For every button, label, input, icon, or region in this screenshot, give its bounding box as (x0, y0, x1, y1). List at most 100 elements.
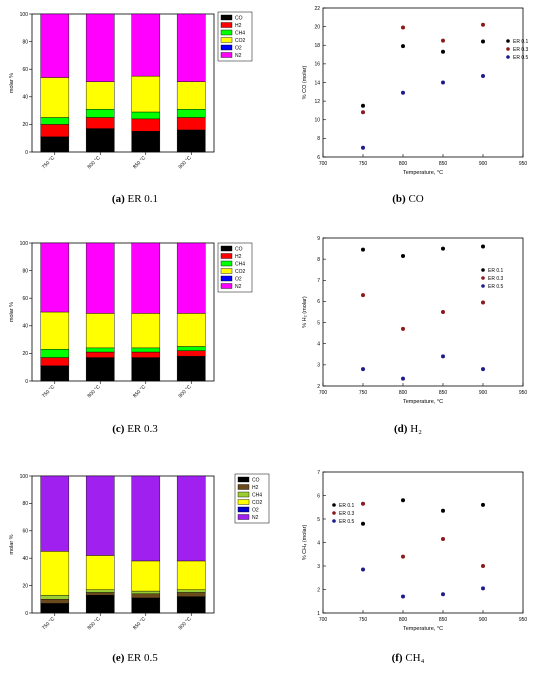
bar-segment-co2-2 (85, 555, 115, 590)
y-tick-label: 8 (317, 136, 320, 142)
bar-segment-n2-2 (85, 475, 115, 556)
x-tick-label: 850 °C (132, 616, 147, 631)
legend-label-n2: N2 (252, 515, 259, 521)
y-tick-label: 40 (22, 95, 28, 101)
y-tick-label: 60 (22, 296, 28, 302)
bar-segment-h2-4 (176, 117, 206, 131)
x-tick-label: 850 °C (132, 155, 147, 170)
legend-label-er-0-5: ER 0.5 (488, 284, 504, 290)
panel-caption-e: (e) ER 0.5 (112, 652, 158, 664)
plot-frame (31, 242, 215, 382)
bar-segment-ch4-1 (40, 594, 70, 600)
bar-segment-n2-3 (131, 475, 161, 562)
legend-label-er-0-1: ER 0.1 (513, 39, 529, 45)
scatter-chart-d: 2 3 4 5 6 7 8 9 700 750 800 850 900 950 Temperature, °… (302, 236, 527, 405)
y-tick-label: 4 (317, 342, 320, 348)
panel-caption-a: (a) ER 0.1 (112, 193, 158, 205)
legend-swatch-h2 (220, 253, 233, 259)
legend: ER 0.1 ER 0.3 ER 0.5 (481, 268, 504, 290)
bar-segment-n2-3 (131, 242, 161, 314)
legend-swatch-co2 (237, 499, 250, 505)
y-tick-label: 18 (314, 43, 320, 49)
bar-segment-co-4 (176, 596, 206, 614)
plot-frame (322, 471, 524, 614)
bar-segment-co2-4 (176, 81, 206, 110)
bar-segment-co2-3 (131, 313, 161, 349)
data-point-er-0-3-3 (441, 38, 445, 43)
stacked-bar-chart-c: 0 20 40 60 80 100 molar % 750 °C 800 °C 850 °C 900… (9, 241, 253, 399)
scatter-chart-f: 1 2 3 4 5 6 7 700 750 800 850 900 950 Temperature, °C… (302, 470, 527, 632)
plot-frame (322, 7, 524, 158)
data-point-er-0-1-4 (481, 502, 485, 507)
bar-segment-co-2 (85, 594, 115, 614)
data-point-er-0-5-2 (401, 594, 405, 599)
bar-segment-n2-2 (85, 242, 115, 314)
legend-label-n2: N2 (235, 53, 242, 59)
caption-letter: (e) (112, 652, 125, 664)
bar-segment-co2-2 (85, 81, 115, 110)
y-tick-label: 60 (22, 67, 28, 73)
panel-caption-c: (c) ER 0.3 (112, 423, 158, 435)
y-tick-label: 0 (25, 611, 28, 617)
bar-segment-co2-3 (131, 560, 161, 592)
panel-caption-d: (d) H₂ (394, 423, 422, 435)
bar-segment-co2-1 (40, 77, 70, 118)
x-tick-label: 700 (319, 617, 328, 623)
y-tick-label: 6 (317, 299, 320, 305)
legend-label-h2: H2 (235, 23, 242, 29)
legend-marker-er-0-5 (506, 55, 510, 59)
legend-swatch-o2 (220, 275, 233, 282)
bar-segment-co2-1 (40, 551, 70, 596)
legend-marker-er-0-3 (332, 511, 336, 515)
stacked-bar-chart-a: 0 20 40 60 80 100 molar % 750 °C 800 °C 850 °C 900… (9, 11, 253, 170)
data-point-er-0-3-2 (401, 25, 405, 30)
data-point-er-0-1-4 (481, 39, 485, 44)
bar-segment-h2-4 (176, 592, 206, 597)
legend-label-o2: O2 (235, 276, 242, 282)
bar-segment-co-2 (85, 357, 115, 382)
x-tick-label: 750 °C (41, 616, 56, 631)
bar-segment-ch4-2 (85, 589, 115, 593)
y-tick-label: 7 (317, 278, 320, 284)
plot-frame (31, 475, 215, 614)
legend-swatch-n2 (237, 514, 250, 520)
bar-segment-co-2 (85, 128, 115, 153)
y-tick-label: 5 (317, 320, 320, 326)
x-axis-label: Temperature, °C (403, 399, 443, 405)
x-axis-label: Temperature, °C (403, 170, 443, 176)
bar-segment-co2-3 (131, 75, 161, 113)
x-tick-label: 950 (519, 161, 528, 167)
legend-swatch-ch4 (220, 29, 233, 36)
bar-segment-ch4-1 (40, 117, 70, 125)
x-tick-label: 900 (479, 617, 488, 623)
data-point-er-0-1-2 (401, 253, 405, 258)
data-point-er-0-5-3 (441, 354, 445, 359)
legend-swatch-ch4 (220, 260, 233, 267)
legend-marker-er-0-1 (332, 503, 336, 507)
data-point-er-0-5-3 (441, 592, 445, 597)
x-tick-label: 850 °C (132, 384, 147, 399)
y-tick-label: 100 (20, 241, 29, 247)
x-tick-label: 800 °C (87, 155, 102, 170)
legend-label-er-0-3: ER 0.3 (339, 511, 355, 517)
caption-letter: (a) (112, 193, 125, 205)
data-point-er-0-5-1 (361, 145, 365, 150)
y-tick-label: 40 (22, 324, 28, 330)
y-tick-label: 12 (314, 99, 320, 105)
data-point-er-0-1-1 (361, 521, 365, 526)
bar-segment-h2-4 (176, 350, 206, 357)
bar-segment-ch4-1 (40, 349, 70, 358)
legend-marker-er-0-5 (481, 284, 485, 288)
legend-label-er-0-3: ER 0.3 (513, 47, 529, 53)
bar-segment-n2-4 (176, 13, 206, 82)
legend-marker-er-0-1 (481, 268, 485, 272)
caption-text: ER 0.3 (124, 423, 158, 435)
y-axis-label: molar % (9, 302, 15, 322)
y-axis-label: molar % (9, 73, 15, 93)
legend-label-h2: H2 (252, 485, 259, 491)
data-point-er-0-5-1 (361, 567, 365, 572)
bar-segment-n2-3 (131, 13, 161, 77)
legend-swatch-o2 (220, 44, 233, 51)
bar-segment-ch4-4 (176, 346, 206, 351)
